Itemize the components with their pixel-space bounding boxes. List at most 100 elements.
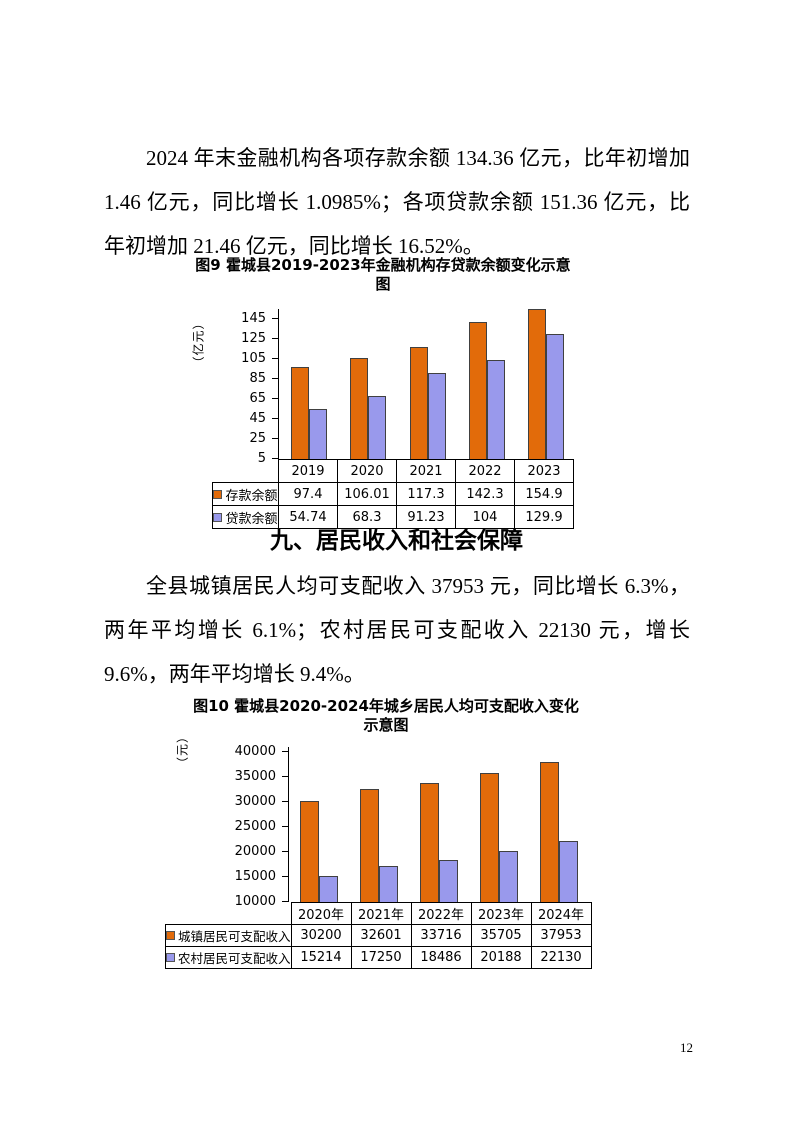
table-year-cell: 2022 [455, 459, 515, 483]
bar-城镇居民可支配收入-2021年 [360, 789, 379, 902]
bar-贷款余额-2020 [368, 396, 387, 459]
table-value-cell: 68.3 [337, 505, 397, 529]
bar-group-2019 [279, 309, 338, 459]
legend-entry: 存款余额 [213, 485, 278, 504]
bar-group-2022 [457, 309, 516, 459]
y-tick-label: 30000 [234, 794, 276, 809]
bar-农村居民可支配收入-2024年 [559, 841, 578, 902]
bar-存款余额-2020 [350, 358, 369, 459]
bar-存款余额-2019 [290, 367, 309, 459]
figure-9-deposit-loan-chart: 图9 霍城县2019-2023年金融机构存贷款余额变化示意图 （亿元） 145 125… [190, 256, 576, 529]
bar-农村居民可支配收入-2023年 [499, 851, 518, 902]
y-tick-mark [272, 458, 278, 459]
table-value-cell: 37953 [530, 924, 592, 947]
bar-贷款余额-2023 [546, 334, 565, 459]
table-series-row: 城镇居民可支配收入 30200 32601 33716 35705 37953 [165, 924, 592, 947]
table-value-cell: 15214 [290, 946, 352, 969]
y-tick-label: 125 [241, 331, 266, 346]
legend-cell: 城镇居民可支配收入 [165, 924, 292, 947]
table-value-cell: 129.9 [514, 505, 574, 529]
bar-贷款余额-2019 [308, 409, 327, 459]
y-tick-label: 45 [249, 411, 266, 426]
table-year-cell: 2019 [278, 459, 338, 483]
table-year-cell: 2022年 [410, 902, 472, 925]
chart-data-table: 2019 2020 2021 2022 2023 存款余额 97.4 106.01 117.3 1… [212, 459, 576, 529]
plot-box [282, 747, 589, 902]
y-tick-label: 20000 [234, 844, 276, 859]
chart-plot-area: （元） 40000 35000 30000 25000 20000 15000 10000 [160, 730, 592, 909]
bar-存款余额-2021 [409, 347, 428, 459]
table-series-row: 农村居民可支配收入 15214 17250 18486 20188 22130 [165, 946, 592, 969]
table-value-cell: 97.4 [278, 482, 338, 506]
table-value-cell: 30200 [290, 924, 352, 947]
y-tick-mark [282, 826, 288, 827]
data-table: 2020年 2021年 2022年 2023年 2024年 城镇居民可支配收入 30200 3… [165, 902, 592, 969]
table-value-cell: 17250 [350, 946, 412, 969]
legend-cell: 贷款余额 [212, 505, 279, 529]
bar-group-2021年 [349, 747, 409, 902]
y-tick-label: 40000 [234, 744, 276, 759]
y-tick-mark [282, 851, 288, 852]
table-header-row: 2020年 2021年 2022年 2023年 2024年 [166, 902, 592, 925]
chart-title-block: 图10 霍城县2020-2024年城乡居民人均可支配收入变化 示意图 [160, 697, 592, 735]
table-value-cell: 22130 [530, 946, 592, 969]
bar-农村居民可支配收入-2022年 [439, 860, 458, 902]
table-year-cell: 2023 [514, 459, 574, 483]
bar-农村居民可支配收入-2020年 [319, 876, 338, 902]
y-tick-label: 25000 [234, 819, 276, 834]
paragraph-finance: 2024 年末金融机构各项存款余额 134.36 亿元，比年初增加 1.46 亿… [104, 146, 690, 258]
y-tick-mark [272, 418, 278, 419]
bar-group-2021 [398, 309, 457, 459]
chart-data-table: 2020年 2021年 2022年 2023年 2024年 城镇居民可支配收入 30200 3… [165, 902, 592, 969]
bar-城镇居民可支配收入-2022年 [420, 783, 439, 902]
chart-title: 图10 霍城县2020-2024年城乡居民人均可支配收入变化 [193, 697, 579, 715]
bar-group-2023年 [469, 747, 529, 902]
y-tick-mark [282, 876, 288, 877]
bar-group-2020 [338, 309, 397, 459]
y-tick-label: 85 [249, 371, 266, 386]
y-tick-mark [282, 901, 288, 902]
table-header-row: 2019 2020 2021 2022 2023 [213, 459, 574, 483]
bar-农村居民可支配收入-2021年 [379, 866, 398, 902]
table-series-row: 存款余额 97.4 106.01 117.3 142.3 154.9 [212, 482, 574, 506]
y-tick-label: 35000 [234, 769, 276, 784]
bar-group-2023 [517, 309, 576, 459]
y-tick-label: 65 [249, 391, 266, 406]
table-value-cell: 91.23 [396, 505, 456, 529]
legend-swatch [213, 512, 223, 522]
table-value-cell: 35705 [470, 924, 532, 947]
bar-group-2020年 [289, 747, 349, 902]
paragraph-income: 全县城镇居民人均可支配收入 37953 元，同比增长 6.3%，两年平均增长 6… [104, 574, 690, 686]
plot-box [272, 309, 576, 459]
y-tick-mark [282, 801, 288, 802]
chart-title-block: 图9 霍城县2019-2023年金融机构存贷款余额变化示意图 [190, 256, 576, 294]
y-tick-mark [272, 318, 278, 319]
legend-label: 存款余额 [225, 488, 278, 504]
legend-label: 贷款余额 [225, 511, 278, 527]
y-tick-label: 15000 [234, 869, 276, 884]
table-year-cell: 2023年 [470, 902, 532, 925]
chart-title: 图9 霍城县2019-2023年金融机构存贷款余额变化示意图 [195, 256, 571, 293]
table-value-cell: 32601 [350, 924, 412, 947]
section-heading: 九、居民收入和社会保障 [270, 527, 523, 553]
table-year-cell: 2021年 [350, 902, 412, 925]
y-tick-label: 25 [249, 431, 266, 446]
legend-swatch [166, 931, 175, 940]
bar-存款余额-2022 [468, 322, 487, 459]
legend-entry: 贷款余额 [213, 508, 278, 527]
legend-entry: 农村居民可支配收入 [166, 948, 290, 967]
table-value-cell: 154.9 [514, 482, 574, 506]
y-tick-mark [272, 378, 278, 379]
chart-title: 示意图 [363, 716, 409, 734]
table-year-cell: 2020年 [290, 902, 352, 925]
y-tick-label: 145 [241, 311, 266, 326]
y-tick-mark [272, 438, 278, 439]
bar-贷款余额-2022 [486, 360, 505, 459]
table-value-cell: 117.3 [396, 482, 456, 506]
legend-cell: 存款余额 [212, 482, 279, 506]
y-tick-mark [282, 751, 288, 752]
table-year-cell: 2024年 [530, 902, 592, 925]
data-table: 2019 2020 2021 2022 2023 存款余额 97.4 106.01 117.3 1… [212, 459, 574, 529]
page-number: 12 [680, 1040, 693, 1055]
y-tick-mark [272, 338, 278, 339]
